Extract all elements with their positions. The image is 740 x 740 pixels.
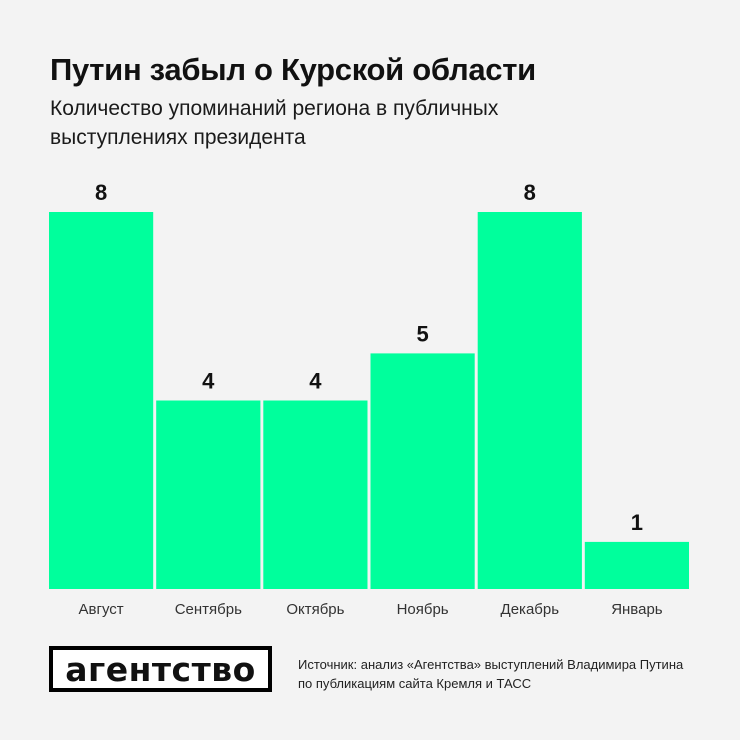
bar-3 <box>263 400 368 589</box>
category-label-5: Декабрь <box>501 601 560 618</box>
value-label-5: 8 <box>524 180 536 205</box>
bar-2 <box>156 400 261 589</box>
value-label-4: 5 <box>416 321 428 346</box>
category-label-2: Сентябрь <box>175 601 242 618</box>
bar-1 <box>49 212 154 589</box>
bar-6 <box>584 541 689 589</box>
chart-subtitle: Количество упоминаний региона в публичны… <box>50 97 499 149</box>
category-label-1: Август <box>79 601 124 618</box>
value-label-3: 4 <box>309 369 322 394</box>
value-label-1: 8 <box>95 180 107 205</box>
source-note: Источник: анализ «Агентства» выступлений… <box>298 657 684 691</box>
value-label-6: 1 <box>631 510 643 535</box>
value-label-2: 4 <box>202 369 215 394</box>
bar-5 <box>477 212 582 589</box>
category-label-3: Октябрь <box>286 601 344 618</box>
bar-4 <box>370 353 475 589</box>
chart-title: Путин забыл о Курской области <box>50 52 536 87</box>
category-label-4: Ноябрь <box>397 601 449 618</box>
category-label-6: Январь <box>611 601 663 618</box>
agentstvo-logo: агентство <box>49 646 272 692</box>
